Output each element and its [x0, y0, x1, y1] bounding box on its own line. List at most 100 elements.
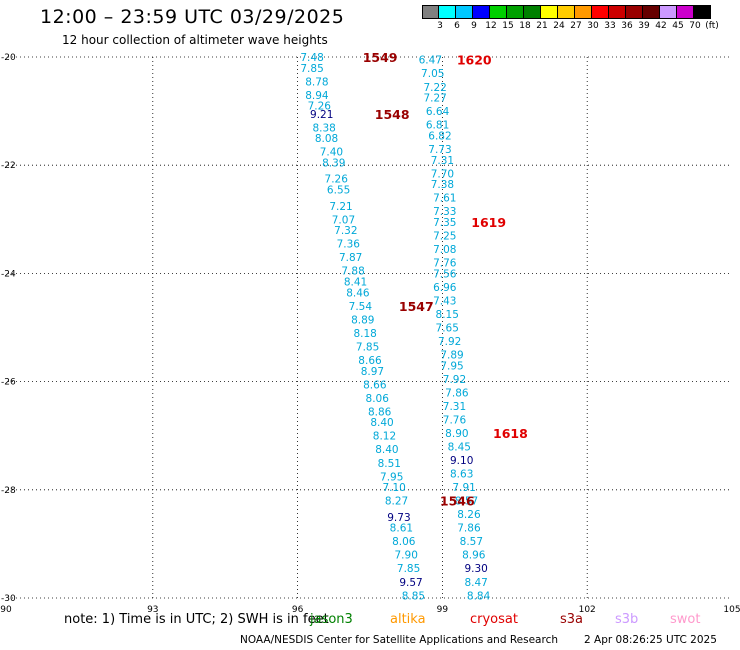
x-tick-label: 102 [579, 605, 596, 615]
wave-height-value: 9.21 [310, 109, 333, 121]
wave-height-value: 7.61 [433, 193, 456, 205]
wave-height-value: 8.39 [322, 157, 345, 169]
wave-height-value: 7.85 [356, 341, 379, 353]
wave-height-value: 8.41 [344, 277, 367, 289]
wave-height-value: 8.47 [464, 577, 487, 589]
wave-height-value: 7.43 [433, 295, 456, 307]
page-title: 12:00 – 23:59 UTC 03/29/2025 [40, 6, 345, 28]
wave-height-value: 7.25 [433, 231, 456, 243]
wave-height-value: 7.33 [433, 206, 456, 218]
legend-swatch [609, 5, 626, 19]
legend-swatch [422, 5, 439, 19]
wave-height-value: 8.66 [358, 355, 382, 367]
wave-height-value: 8.78 [305, 76, 328, 88]
legend-swatch [677, 5, 694, 19]
wave-height-value: 7.92 [438, 336, 461, 348]
legend-label: 39 [638, 21, 650, 31]
y-tick-label: -22 [1, 161, 16, 171]
wave-height-value: 8.63 [450, 469, 473, 481]
wave-height-value: 8.26 [457, 509, 481, 521]
wave-height-value: 7.27 [423, 93, 446, 105]
y-tick-label: -30 [1, 594, 16, 604]
wave-height-value: 7.88 [341, 266, 364, 278]
wave-height-value: 7.36 [337, 239, 361, 251]
pass-number-label: 1619 [471, 215, 506, 230]
wave-height-value: 8.40 [370, 417, 393, 429]
legend-label: (ft) [705, 21, 719, 31]
pass-labels: 1549 1548 1547 1546 1620 1619 1618 [363, 50, 528, 509]
legend-swatch [592, 5, 609, 19]
wave-height-value: 8.27 [385, 496, 408, 508]
wave-height-value: 7.48 [300, 52, 323, 64]
legend-label: 27 [570, 21, 582, 31]
y-tick-label: -28 [1, 486, 16, 496]
legend-label: 9 [471, 21, 477, 31]
wave-height-value: 8.66 [363, 379, 387, 391]
legend-swatch [643, 5, 660, 19]
wave-height-value: 6.96 [433, 282, 457, 294]
wave-height-value: 7.38 [431, 179, 454, 191]
wave-height-value: 6.55 [327, 185, 350, 197]
wave-height-value: 7.76 [433, 258, 457, 270]
wave-height-value: 7.85 [397, 563, 420, 575]
y-tick-label: -24 [1, 269, 16, 279]
wave-height-value: 7.26 [325, 174, 349, 186]
wave-height-value: 9.73 [387, 512, 410, 524]
pass-number-label: 1546 [440, 494, 475, 509]
legend-swatch [490, 5, 507, 19]
wave-height-value: 7.31 [443, 401, 466, 413]
x-tick-label: 99 [437, 605, 449, 615]
legend-swatch [541, 5, 558, 19]
wave-height-value: 7.07 [332, 214, 355, 226]
pass-number-label: 1549 [363, 50, 398, 65]
wave-height-value: 7.26 [308, 101, 332, 113]
footer-note: note: 1) Time is in UTC; 2) SWH is in fe… [64, 612, 329, 627]
wave-height-value: 7.40 [320, 147, 343, 159]
wave-height-value: 9.10 [450, 455, 473, 467]
wave-height-value: 7.85 [300, 63, 323, 75]
legend-swatch [660, 5, 677, 19]
wave-height-value: 7.87 [339, 252, 362, 264]
satellite-name: jason3 [310, 612, 353, 627]
wave-height-value: 8.97 [361, 366, 384, 378]
wave-height-value: 8.96 [462, 550, 486, 562]
wave-height-value: 8.40 [375, 444, 398, 456]
wave-height-value: 7.32 [334, 225, 357, 237]
legend-label: 18 [519, 21, 531, 31]
legend-swatches [422, 5, 711, 19]
legend-swatch [575, 5, 592, 19]
wave-height-value: 7.35 [433, 217, 456, 229]
wave-height-value: 8.46 [346, 287, 370, 299]
wave-height-value: 6.81 [426, 120, 449, 132]
wave-height-value: 8.61 [390, 523, 413, 535]
satellite-tracks: 7.487.858.788.947.269.218.388.087.408.39… [300, 52, 490, 602]
wave-height-value: 7.76 [443, 414, 467, 426]
wave-height-value: 7.89 [440, 350, 463, 362]
legend-swatch [456, 5, 473, 19]
y-tick-label: -20 [1, 53, 16, 63]
wave-height-value: 7.73 [428, 144, 451, 156]
wave-height-value: 7.70 [431, 168, 454, 180]
wave-height-value: 8.90 [445, 428, 468, 440]
wave-height-value: 7.56 [433, 268, 457, 280]
satellite-name: cryosat [470, 612, 518, 627]
legend-swatch [626, 5, 643, 19]
legend-label: 24 [553, 21, 565, 31]
wave-height-value: 8.84 [467, 590, 491, 602]
legend-label: 6 [454, 21, 460, 31]
y-tick-label: -26 [1, 378, 16, 388]
wave-height-value: 7.31 [431, 155, 454, 167]
wave-height-value: 8.89 [351, 314, 374, 326]
pass-number-label: 1547 [399, 299, 434, 314]
wave-height-value: 7.91 [452, 482, 475, 494]
pass-number-label: 1620 [457, 53, 492, 68]
legend-swatch [524, 5, 541, 19]
legend-label: 3 [437, 21, 443, 31]
page-subtitle: 12 hour collection of altimeter wave hei… [62, 33, 328, 47]
wave-height-value: 7.86 [457, 523, 481, 535]
wave-height-value: 7.65 [436, 323, 459, 335]
wave-height-value: 8.94 [305, 90, 329, 102]
wave-height-value: 7.86 [445, 387, 469, 399]
wave-height-value: 9.30 [464, 563, 487, 575]
generated-timestamp: 2 Apr 08:26:25 UTC 2025 [584, 634, 717, 646]
